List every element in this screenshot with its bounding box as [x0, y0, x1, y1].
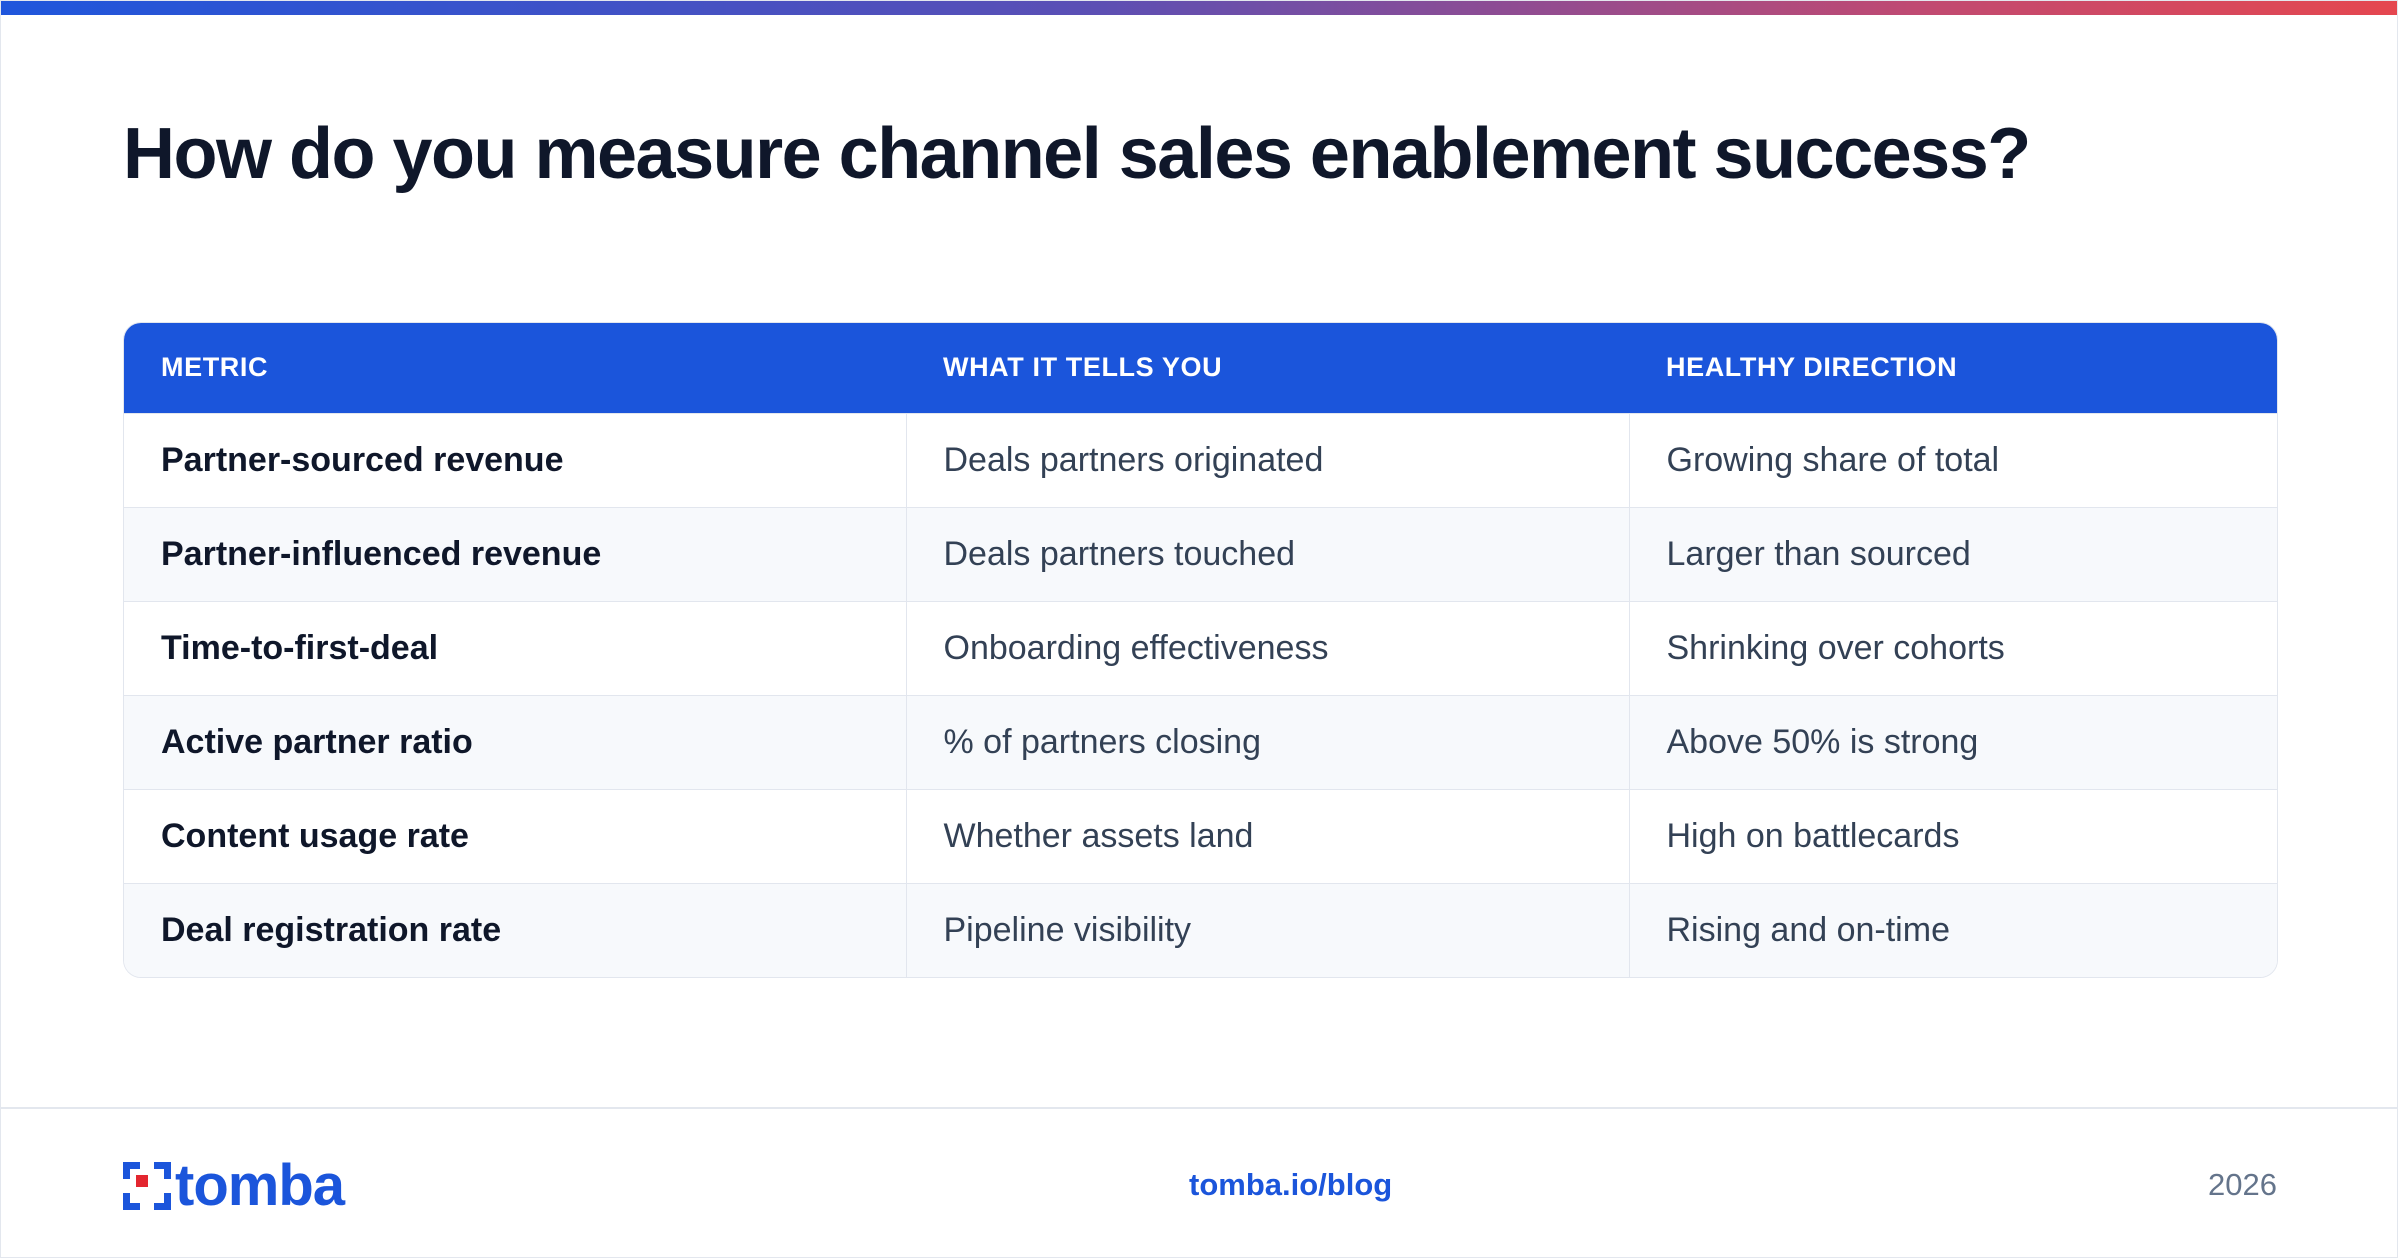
column-header-metric: METRIC — [161, 352, 269, 383]
blog-link[interactable]: tomba.io/blog — [1189, 1167, 1393, 1202]
page-title: How do you measure channel sales enablem… — [123, 114, 2031, 194]
meaning-cell: Onboarding effectiveness — [905, 600, 1629, 695]
meaning-cell: % of partners closing — [905, 694, 1629, 789]
top-gradient-bar — [1, 1, 2397, 15]
metric-cell: Deal registration rate — [124, 882, 906, 977]
footer-divider — [1, 1107, 2397, 1109]
meaning-cell: Deals partners originated — [905, 412, 1629, 507]
meaning-cell: Deals partners touched — [905, 506, 1629, 601]
metric-cell: Partner-influenced revenue — [124, 506, 906, 601]
direction-cell: High on battlecards — [1628, 788, 2277, 883]
metric-cell: Partner-sourced revenue — [124, 412, 906, 507]
table-header-row: METRIC WHAT IT TELLS YOU HEALTHY DIRECTI… — [124, 323, 2277, 413]
table-row: Time-to-first-deal Onboarding effectiven… — [124, 600, 2277, 695]
column-header-healthy-direction: HEALTHY DIRECTION — [1666, 352, 1958, 383]
tomba-logo-icon — [123, 1162, 171, 1210]
metrics-table: METRIC WHAT IT TELLS YOU HEALTHY DIRECTI… — [123, 322, 2278, 978]
metric-cell: Content usage rate — [124, 788, 906, 883]
logo-wordmark: tomba — [175, 1153, 345, 1218]
meaning-cell: Pipeline visibility — [905, 882, 1629, 977]
table-row: Partner-influenced revenue Deals partner… — [124, 506, 2277, 601]
direction-cell: Rising and on-time — [1628, 882, 2277, 977]
direction-cell: Larger than sourced — [1628, 506, 2277, 601]
table-row: Content usage rate Whether assets land H… — [124, 788, 2277, 883]
column-header-what-it-tells-you: WHAT IT TELLS YOU — [943, 352, 1223, 383]
direction-cell: Above 50% is strong — [1628, 694, 2277, 789]
direction-cell: Shrinking over cohorts — [1628, 600, 2277, 695]
direction-cell: Growing share of total — [1628, 412, 2277, 507]
table-row: Active partner ratio % of partners closi… — [124, 694, 2277, 789]
meaning-cell: Whether assets land — [905, 788, 1629, 883]
table-row: Deal registration rate Pipeline visibili… — [124, 882, 2277, 977]
tomba-logo[interactable]: tomba — [123, 1153, 345, 1218]
table-row: Partner-sourced revenue Deals partners o… — [124, 412, 2277, 507]
metric-cell: Time-to-first-deal — [124, 600, 906, 695]
footer-year: 2026 — [2208, 1167, 2277, 1202]
metric-cell: Active partner ratio — [124, 694, 906, 789]
